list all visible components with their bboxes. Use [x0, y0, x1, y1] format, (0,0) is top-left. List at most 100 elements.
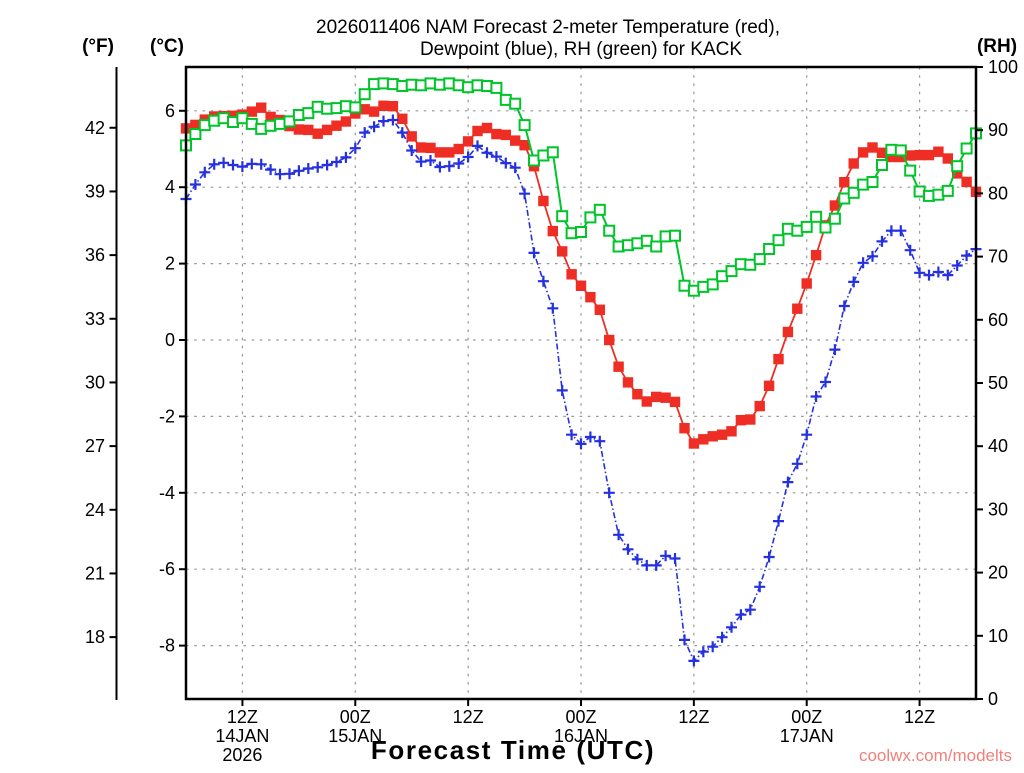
rh-marker — [349, 101, 362, 114]
rh-marker — [772, 234, 785, 247]
temperature-marker — [491, 128, 502, 140]
rh-marker — [866, 176, 879, 188]
celsius-tick-label: -4 — [159, 483, 175, 503]
dewpoint-marker — [688, 655, 700, 667]
rh-tick-label: 20 — [988, 563, 1008, 583]
rh-tick-label: 100 — [988, 57, 1018, 77]
rh-marker — [603, 224, 616, 237]
rh-marker — [358, 88, 371, 101]
rh-tick-label: 70 — [988, 247, 1008, 267]
time-tick-label: 12Z — [678, 707, 709, 727]
celsius-axis-label: (°C) — [150, 36, 184, 57]
rh-marker — [546, 146, 559, 159]
dewpoint-marker — [490, 151, 502, 163]
rh-series — [180, 77, 982, 297]
temperature-marker — [773, 353, 784, 365]
temperature-marker — [923, 149, 935, 161]
temperature-marker — [312, 128, 323, 139]
temperature-marker — [782, 326, 794, 338]
dewpoint-marker — [462, 151, 474, 163]
watermark: coolwx.com/modelts — [859, 746, 1012, 765]
temperature-marker — [387, 101, 399, 112]
dewpoint-marker — [622, 543, 634, 555]
rh-marker — [763, 243, 776, 255]
dewpoint-marker — [848, 276, 860, 288]
fahrenheit-tick-label: 30 — [85, 372, 105, 392]
dewpoint-marker — [782, 476, 794, 488]
celsius-tick-label: 6 — [165, 101, 175, 121]
dewpoint-marker — [754, 581, 766, 593]
dewpoint-marker — [331, 156, 342, 168]
dewpoint-marker — [603, 487, 615, 499]
temperature-marker — [321, 124, 333, 136]
dewpoint-marker — [537, 275, 549, 287]
dewpoint-marker — [829, 344, 841, 356]
dewpoint-marker — [265, 164, 277, 176]
rh-marker — [951, 160, 964, 173]
dewpoint-marker — [885, 225, 897, 237]
temperature-marker — [952, 168, 963, 179]
temperature-marker — [500, 129, 511, 141]
fahrenheit-tick-label: 27 — [85, 436, 105, 456]
dewpoint-marker — [321, 159, 333, 171]
celsius-tick-label: -8 — [159, 636, 175, 656]
dewpoint-marker — [631, 553, 643, 565]
temperature-marker — [905, 150, 916, 161]
celsius-tick-label: 0 — [165, 330, 175, 350]
temperature-marker — [942, 153, 953, 164]
year-label: 2026 — [222, 745, 262, 765]
dewpoint-marker — [914, 267, 926, 279]
rh-marker — [960, 142, 973, 155]
rh-marker — [556, 210, 569, 223]
temperature-marker — [669, 396, 681, 408]
fahrenheit-tick-label: 33 — [85, 309, 105, 329]
dewpoint-marker — [697, 646, 709, 658]
dewpoint-marker — [443, 160, 455, 172]
temperature-marker — [698, 434, 709, 445]
dewpoint-marker — [293, 165, 305, 177]
temperature-marker — [378, 100, 389, 111]
dewpoint-marker — [566, 429, 578, 441]
rh-marker — [518, 119, 531, 132]
fahrenheit-tick-label: 18 — [85, 627, 105, 647]
temperature-marker — [792, 303, 803, 314]
dewpoint-marker — [227, 159, 239, 171]
temperature-marker — [293, 124, 305, 135]
dewpoint-marker — [810, 391, 822, 402]
temperature-marker — [415, 142, 427, 153]
rh-marker — [283, 115, 296, 128]
dewpoint-marker — [189, 179, 201, 190]
chart-title-line1: 2026011406 NAM Forecast 2-meter Temperat… — [316, 17, 780, 38]
rh-marker — [725, 265, 738, 278]
dewpoint-marker — [274, 168, 286, 180]
dewpoint-marker — [509, 162, 521, 174]
dewpoint-marker — [547, 302, 559, 314]
dewpoint-marker — [208, 158, 220, 170]
dewpoint-marker — [735, 609, 747, 621]
dewpoint-marker — [255, 158, 267, 170]
dewpoint-marker — [820, 376, 831, 388]
temperature-marker — [444, 147, 455, 158]
temperature-marker — [726, 426, 737, 437]
celsius-tick-label: -2 — [159, 406, 175, 426]
dewpoint-marker — [472, 140, 483, 152]
gridlines — [186, 67, 976, 699]
rh-marker — [810, 210, 823, 223]
dewpoint-marker — [867, 250, 878, 262]
temperature-marker — [481, 122, 493, 134]
time-tick-label: 12Z — [904, 707, 935, 727]
dewpoint-marker — [434, 161, 446, 173]
temperature-marker — [566, 269, 577, 280]
dewpoint-marker — [575, 438, 587, 450]
dewpoint-marker — [679, 634, 690, 646]
dewpoint-marker — [838, 300, 850, 312]
rh-marker — [575, 226, 587, 238]
axes-and-ticks — [109, 65, 983, 706]
dewpoint-marker — [773, 515, 784, 527]
dewpoint-marker — [613, 529, 625, 541]
dewpoint-marker — [453, 158, 465, 169]
dewpoint-marker — [387, 114, 399, 126]
rh-marker — [593, 203, 606, 216]
temperature-marker — [453, 143, 464, 155]
dewpoint-marker — [218, 157, 230, 169]
